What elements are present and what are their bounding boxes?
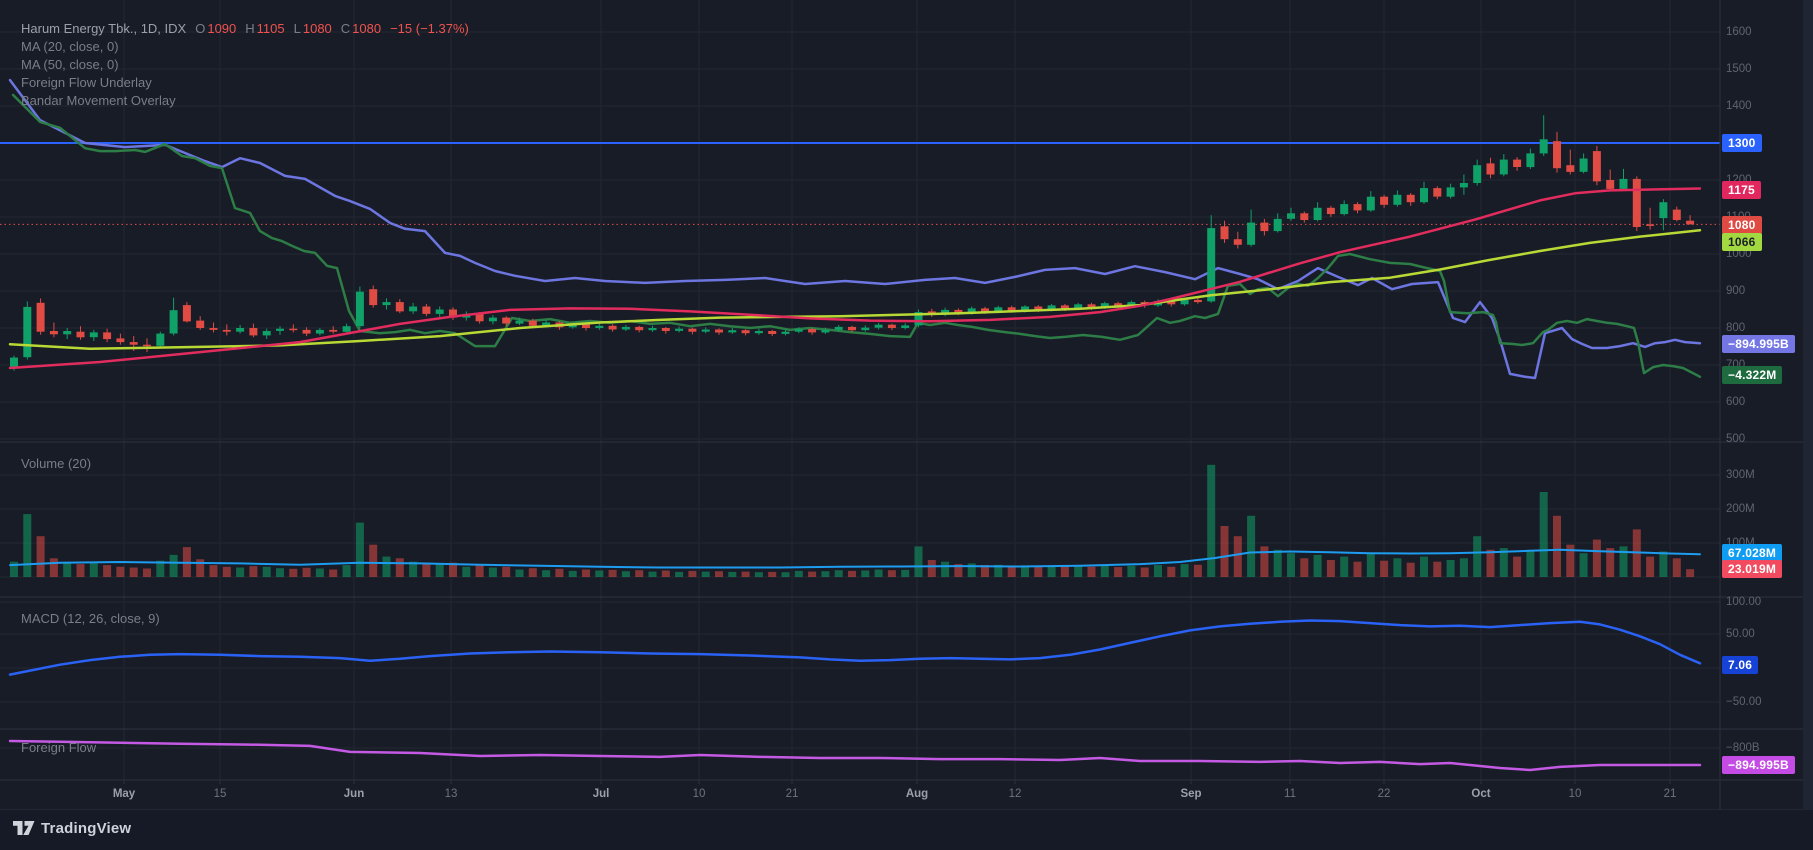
axis-tick: −50.00 [1726, 696, 1762, 708]
axis-tick: −800B [1726, 742, 1760, 754]
time-label: 21 [785, 788, 799, 800]
axis-price-label: 1080 [1722, 216, 1762, 234]
axis-price-label: −4.322M [1722, 366, 1783, 384]
axis-price-label: −894.995B [1722, 756, 1795, 774]
pane-separators[interactable] [0, 0, 1813, 811]
change-value: −15 (−1.37%) [390, 21, 469, 36]
volume-bars [10, 464, 1695, 577]
axis-tick: 1400 [1726, 100, 1752, 112]
time-label: Sep [1180, 788, 1202, 800]
tradingview-logo[interactable]: TradingView [13, 820, 131, 837]
time-label: May [112, 788, 136, 800]
time-label: 22 [1377, 788, 1391, 800]
ohlc-key: L [293, 21, 301, 36]
axis-price-label: 1300 [1722, 134, 1762, 152]
axis-tick: 600 [1726, 396, 1746, 408]
macd-pane-title[interactable]: MACD (12, 26, close, 9) [21, 611, 160, 626]
time-label: 12 [1008, 788, 1022, 800]
ma20-line [8, 229, 1702, 350]
axis-price-label: 1175 [1722, 181, 1761, 199]
footer-bar [0, 810, 1813, 850]
indicator-legend-row[interactable]: Bandar Movement Overlay [21, 93, 176, 108]
time-label: Jul [592, 788, 610, 800]
time-label: Jun [343, 788, 365, 800]
axis-tick: 500 [1726, 433, 1746, 445]
ohlc-value: 1105 [256, 21, 285, 36]
tradingview-logo-icon [13, 821, 35, 835]
axis-tick: 1500 [1726, 63, 1752, 75]
volume-ma-line [9, 548, 1701, 569]
time-label: 11 [1284, 788, 1296, 800]
tradingview-logo-text: TradingView [41, 820, 132, 837]
ohlc-values: O 1090 H 1105 L 1080 C 1080 [186, 21, 381, 36]
symbol-title: Harum Energy Tbk., 1D, IDX [21, 21, 187, 36]
time-label: 13 [444, 788, 458, 800]
ohlc-key: C [340, 21, 351, 36]
gridlines [0, 0, 1720, 780]
axis-price-label: 67.028M [1722, 544, 1783, 562]
time-label: Oct [1471, 788, 1491, 800]
time-label: 10 [692, 788, 706, 800]
time-label: 21 [1663, 788, 1677, 800]
ohlc-value: 1090 [207, 21, 237, 36]
indicator-legend-row[interactable]: MA (20, close, 0) [21, 39, 119, 54]
ohlc-key: O [195, 21, 206, 36]
axis-tick: 100.00 [1726, 596, 1762, 608]
volume-pane-title[interactable]: Volume (20) [21, 456, 92, 471]
candles [10, 115, 1695, 371]
time-label: Aug [905, 788, 929, 800]
indicator-legend-row[interactable]: MA (50, close, 0) [21, 57, 119, 72]
axis-tick: 200M [1726, 503, 1755, 515]
time-label: 10 [1568, 788, 1582, 800]
axis-tick: 900 [1726, 285, 1746, 297]
foreign-flow-pane-title[interactable]: Foreign Flow [21, 740, 97, 755]
time-label: 15 [213, 788, 227, 800]
foreign-flow-underlay-line [8, 78, 1702, 380]
ohlc-key: H [245, 21, 255, 36]
axis-price-label: 23.019M [1722, 560, 1783, 578]
symbol-legend-row[interactable]: Harum Energy Tbk., 1D, IDX O 1090 H 1105 L 108… [21, 21, 469, 37]
foreign-flow-line [8, 739, 1702, 772]
ma50-line [8, 187, 1702, 370]
ohlc-value: 1080 [352, 21, 382, 36]
axis-tick: 300M [1726, 469, 1755, 481]
bandar-movement-line [11, 93, 1702, 379]
macd-line [8, 619, 1702, 676]
indicator-legend-row[interactable]: Foreign Flow Underlay [21, 75, 152, 90]
axis-tick: 800 [1726, 322, 1746, 334]
axis-price-label: 7.06 [1722, 656, 1759, 674]
axis-tick: 50.00 [1726, 628, 1755, 640]
axis-tick: 1000 [1726, 248, 1752, 260]
axis-price-label: 1066 [1722, 233, 1762, 251]
right-edge-strip [1803, 0, 1813, 810]
axis-tick: 1600 [1726, 26, 1752, 38]
ohlc-value: 1080 [302, 21, 332, 36]
axis-price-label: −894.995B [1722, 335, 1795, 353]
